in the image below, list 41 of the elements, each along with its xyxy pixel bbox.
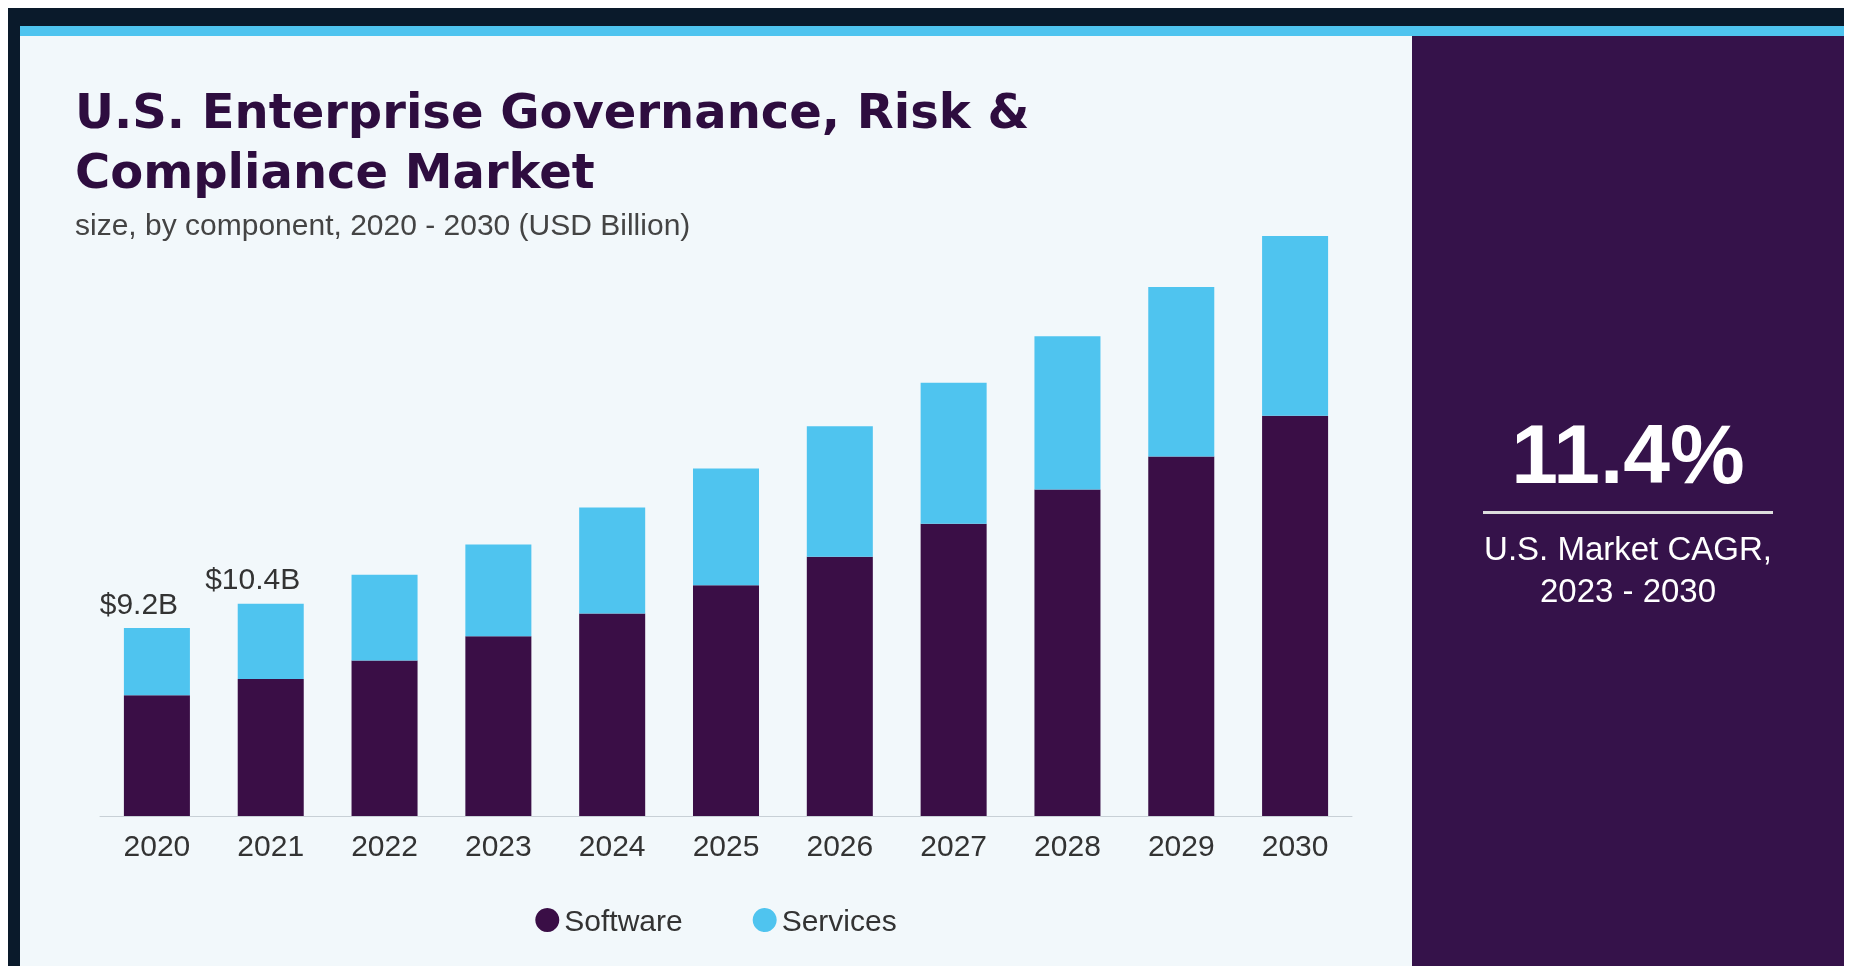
annotation: $9.2B [99,586,179,620]
bar [1262,415,1329,816]
bar [1262,236,1329,416]
x-tick-label: 2030 [1261,828,1329,862]
bar [351,660,418,816]
bar [692,468,760,586]
annotation: $10.4B [205,562,301,596]
x-tick-label: 2024 [578,828,646,862]
x-tick-label: 2022 [351,828,418,862]
bar [351,574,418,661]
bar [123,695,190,816]
bar [1034,336,1101,490]
legend-label: Services [781,903,897,937]
x-tick-label: 2029 [1147,828,1215,862]
x-tick-label: 2025 [692,828,760,862]
x-tick-label: 2026 [806,828,874,862]
x-tick-label: 2020 [123,828,191,862]
legend-label: Software [564,903,683,937]
bar [692,585,760,816]
text: 11.4% [1510,406,1746,503]
bar [1148,456,1215,816]
bar [237,603,304,680]
bar [806,426,873,557]
chart-title: U.S. Enterprise Governance, Risk & Compliance Market [75,83,1046,199]
bar [123,628,190,696]
bar [465,544,532,637]
bar [1034,489,1101,816]
x-tick-label: 2023 [464,828,532,862]
text: U.S. Market CAGR, 2023 - 2030 [1483,529,1773,611]
chart-subtitle: size, by component, 2020 - 2030 (USD Billion) [75,207,691,241]
bar [1148,287,1215,457]
x-tick-label: 2028 [1034,828,1101,862]
bar [465,636,532,816]
x-tick-label: 2027 [920,828,988,862]
bar [237,679,304,816]
bar [920,523,987,816]
bar [579,613,646,816]
bar [806,556,873,816]
bar [579,507,646,614]
x-tick-label: 2021 [237,828,305,862]
bar [920,382,987,524]
